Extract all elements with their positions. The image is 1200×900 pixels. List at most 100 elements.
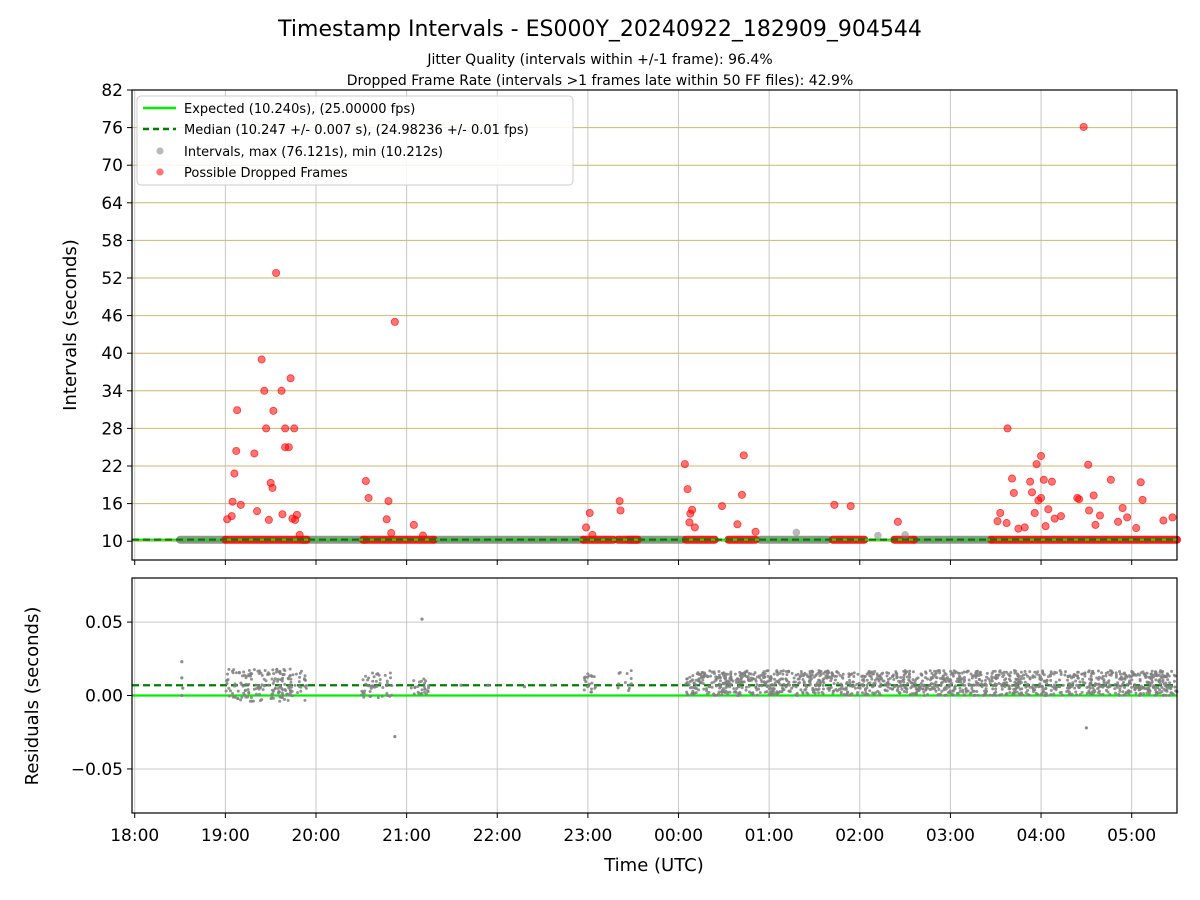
residual-point (990, 672, 994, 676)
bottom-x-tick-label: 21:00 (382, 826, 431, 846)
residual-point (795, 693, 799, 697)
residual-point (1108, 669, 1112, 673)
dropped-frame-point (993, 517, 1002, 526)
dropped-frame-point (1138, 495, 1147, 504)
chart-subtitle-jitter: Jitter Quality (intervals within +/-1 fr… (426, 52, 772, 68)
residual-point (723, 689, 727, 693)
residual-point (287, 677, 291, 681)
dropped-frame-point (1041, 522, 1050, 531)
residual-point (914, 685, 918, 689)
residual-point (1005, 681, 1009, 685)
residual-point (905, 687, 909, 691)
residual-point (272, 679, 276, 683)
residual-point (1165, 685, 1169, 689)
residual-point (818, 674, 822, 678)
residual-point (769, 675, 773, 679)
dropped-frame-point (387, 529, 396, 538)
residual-point (841, 676, 845, 680)
residual-point (627, 683, 631, 687)
residual-point (1002, 673, 1006, 677)
residual-point (728, 685, 732, 689)
residual-point (808, 683, 812, 687)
residual-point (736, 677, 740, 681)
residual-point (967, 682, 971, 686)
residual-point (855, 682, 859, 686)
residual-point (246, 687, 250, 691)
residual-point (829, 686, 833, 690)
residual-point (719, 685, 723, 689)
residual-point (988, 693, 992, 697)
dropped-frame-point (364, 493, 373, 502)
residual-point (974, 676, 978, 680)
residual-point (1063, 673, 1067, 677)
residual-point (699, 681, 703, 685)
dropped-frame-point (1002, 519, 1011, 528)
residual-point (236, 697, 240, 701)
residual-point (1156, 686, 1160, 690)
residual-point (994, 687, 998, 691)
residual-point (948, 684, 952, 688)
residual-point (924, 670, 928, 674)
residual-point (892, 678, 896, 682)
dropped-frame-point (1047, 477, 1056, 486)
residual-point (380, 694, 384, 698)
residual-point (717, 692, 721, 696)
residual-point (803, 684, 807, 688)
residual-point (372, 685, 376, 689)
residual-point (1128, 675, 1132, 679)
residual-point (1150, 680, 1154, 684)
dropped-frame-point (1089, 491, 1098, 500)
residual-point (966, 669, 970, 673)
residual-point (1073, 686, 1077, 690)
residual-point (851, 684, 855, 688)
residual-point (422, 684, 426, 688)
residual-point (590, 675, 594, 679)
residual-point (906, 682, 910, 686)
residual-point (1026, 688, 1030, 692)
residual-point (1053, 670, 1057, 674)
residual-point (281, 693, 285, 697)
residual-point (762, 675, 766, 679)
residual-point (937, 688, 941, 692)
residual-point (801, 690, 805, 694)
residual-point (713, 693, 717, 697)
dropped-frame-point (236, 500, 245, 509)
residual-point (714, 678, 718, 682)
residual-point (1159, 669, 1163, 673)
dropped-frame-point (1037, 451, 1046, 460)
residual-point (927, 684, 931, 688)
residual-point (718, 676, 722, 680)
residual-point (1122, 685, 1126, 689)
residual-point (1109, 673, 1113, 677)
residual-point (971, 683, 975, 687)
residual-point (1065, 690, 1069, 694)
residual-point (1168, 681, 1172, 685)
residual-point (732, 687, 736, 691)
residual-point (1090, 677, 1094, 681)
residual-point (369, 684, 373, 688)
bottom-x-tick-label: 19:00 (201, 826, 250, 846)
residual-point (254, 683, 258, 687)
residual-point (247, 691, 251, 695)
residual-point (748, 679, 752, 683)
residual-point (1000, 671, 1004, 675)
residual-point (705, 689, 709, 693)
residual-point (798, 675, 802, 679)
residual-point (815, 688, 819, 692)
residual-point (1009, 671, 1013, 675)
residual-point (843, 687, 847, 691)
residual-point (848, 678, 852, 682)
residual-point (914, 692, 918, 696)
residual-point (799, 688, 803, 692)
residual-point (844, 682, 848, 686)
residual-point (181, 686, 185, 690)
residual-point (227, 667, 231, 671)
dropped-frame-point (1079, 122, 1088, 131)
residual-point (947, 690, 951, 694)
residual-point (821, 687, 825, 691)
residual-point (976, 693, 980, 697)
residual-point (1147, 675, 1151, 679)
residual-point (856, 672, 860, 676)
residual-point (1130, 669, 1134, 673)
residual-point (931, 673, 935, 677)
